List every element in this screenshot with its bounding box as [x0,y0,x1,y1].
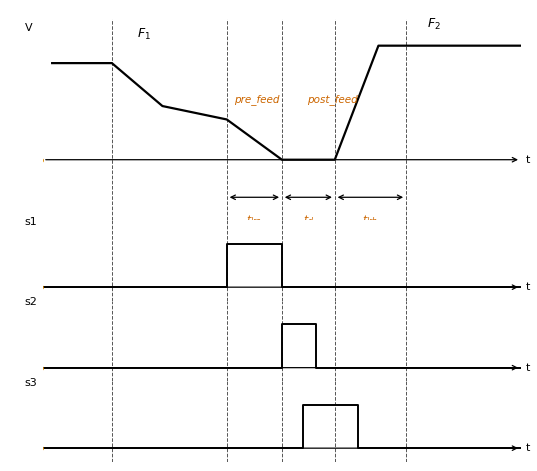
Text: t: t [526,282,530,292]
Text: post_feed: post_feed [307,94,358,105]
Text: $t_d$: $t_d$ [303,213,314,227]
Text: t: t [526,154,530,165]
Text: t: t [526,443,530,453]
Text: $F_2$: $F_2$ [427,17,440,32]
Text: $t_{lrb}$: $t_{lrb}$ [362,213,379,227]
Text: s2: s2 [25,297,38,307]
Text: s1: s1 [25,217,38,227]
Text: V: V [25,23,32,33]
Text: $F_1$: $F_1$ [137,26,151,41]
Text: pre_feed: pre_feed [234,94,279,105]
Text: $t_{lra}$: $t_{lra}$ [246,213,263,227]
Text: t: t [526,363,530,373]
Text: s3: s3 [25,378,38,388]
